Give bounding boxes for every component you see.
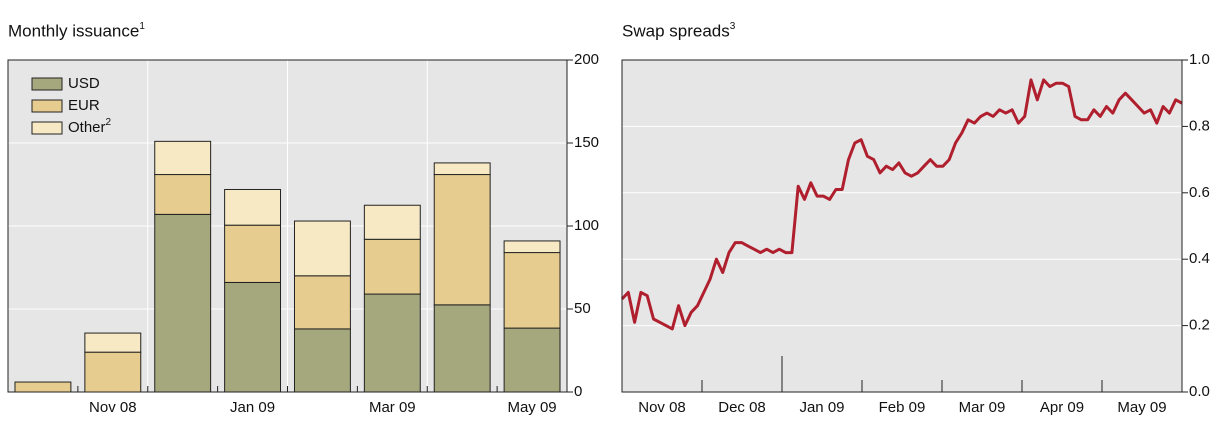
plot-area (622, 60, 1182, 392)
bar-segment (363, 293, 421, 393)
legend-note: 2 (106, 117, 112, 128)
bar-segment (503, 252, 561, 329)
x-tick-label: Nov 08 (638, 399, 686, 416)
bar-segment (224, 224, 282, 283)
bar-segment (224, 281, 282, 393)
line-series (620, 78, 1183, 331)
legend-label: Other2 (68, 117, 112, 136)
y-tick-label: 0 (574, 383, 582, 400)
bar-segment (433, 174, 491, 306)
x-tick-label: Feb 09 (879, 399, 926, 416)
bar-segment (503, 327, 561, 393)
x-tick-label: Jan 09 (799, 399, 844, 416)
bar-segment (84, 332, 142, 353)
chart-title: Swap spreads3 (622, 21, 736, 41)
bar-segment (154, 213, 212, 393)
bar-segment (293, 275, 351, 330)
legend-swatch (31, 99, 63, 113)
bar-segment (154, 140, 212, 176)
x-tick-label: Jan 09 (230, 399, 275, 416)
legend-swatch (31, 77, 63, 91)
bar-segment (14, 381, 72, 393)
x-tick-label: Apr 09 (1040, 399, 1084, 416)
bar-segment (363, 238, 421, 295)
bar-segment (433, 304, 491, 393)
bar-segment (84, 351, 142, 393)
x-tick-label: Nov 08 (89, 399, 137, 416)
y-tick-label: 200 (574, 51, 599, 68)
y-tick-label: 150 (574, 134, 599, 151)
bar-segment (503, 240, 561, 254)
y-tick-label: 0.8 (1189, 117, 1210, 134)
y-tick-label: 1.0 (1189, 51, 1210, 68)
bar-segment (293, 328, 351, 393)
y-tick-label: 0.4 (1189, 250, 1210, 267)
title-note: 1 (139, 21, 145, 32)
plot-frame (7, 59, 568, 393)
x-tick-label: Mar 09 (369, 399, 416, 416)
y-tick-label: 100 (574, 217, 599, 234)
x-tick-label: May 09 (507, 399, 556, 416)
bar-segment (293, 220, 351, 277)
x-tick-label: May 09 (1117, 399, 1166, 416)
bar-segment (224, 188, 282, 226)
y-tick-label: 0.0 (1189, 383, 1210, 400)
legend-label: EUR (68, 97, 100, 114)
title-note: 3 (730, 21, 736, 32)
legend-label: USD (68, 75, 100, 92)
x-tick-label: Mar 09 (959, 399, 1006, 416)
bar-segment (433, 162, 491, 176)
bar-segment (154, 174, 212, 215)
bar-segment (363, 204, 421, 240)
y-tick-label: 0.6 (1189, 184, 1210, 201)
y-tick-label: 0.2 (1189, 317, 1210, 334)
y-tick-label: 50 (574, 300, 591, 317)
legend-swatch (31, 121, 63, 135)
x-tick-label: Dec 08 (718, 399, 766, 416)
chart-title: Monthly issuance1 (8, 21, 145, 41)
plot-frame (621, 59, 1183, 393)
